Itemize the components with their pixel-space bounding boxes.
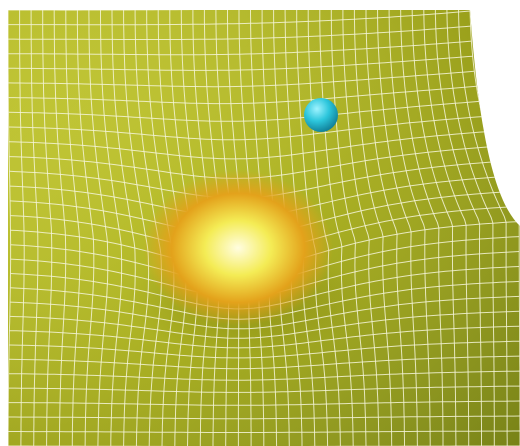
grid-line-horizontal [8, 100, 480, 122]
grid-line-horizontal [8, 400, 520, 406]
grid-line-horizontal [8, 385, 520, 393]
grid-line-horizontal [8, 430, 520, 433]
grid-line-horizontal [8, 10, 471, 26]
grid-line-horizontal [8, 55, 473, 71]
grid-line-horizontal [8, 25, 471, 40]
grid-line-horizontal [8, 116, 483, 141]
grid-line-horizontal [8, 70, 475, 88]
grid-line-horizontal [8, 370, 520, 381]
grid-line-horizontal [10, 295, 520, 330]
grid-line-horizontal [8, 40, 472, 56]
grid-mesh [8, 10, 520, 446]
planet-sphere [304, 98, 338, 132]
grid-line-horizontal [9, 340, 520, 359]
star-glow [143, 170, 333, 326]
grid-line-horizontal [8, 131, 486, 160]
grid-line-horizontal [9, 310, 520, 339]
grid-line-horizontal [9, 325, 520, 349]
grid-line-horizontal [8, 415, 520, 420]
grid-line-horizontal [8, 85, 477, 105]
grid-line-horizontal [8, 355, 520, 370]
